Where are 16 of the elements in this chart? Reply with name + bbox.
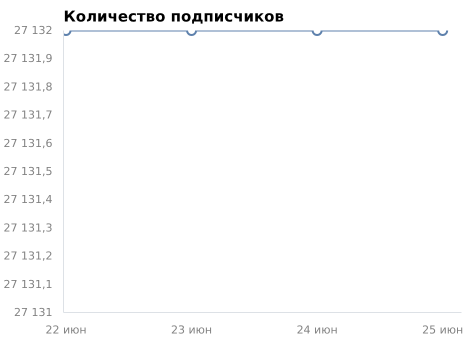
y-tick-label: 27 131	[14, 306, 53, 319]
y-tick-label: 27 131,9	[4, 52, 52, 66]
y-tick-label: 27 131,5	[4, 165, 52, 178]
x-tick-label: 24 июн	[296, 324, 338, 336]
y-tick-label: 27 131,3	[4, 221, 52, 234]
chart-title: Количество подписчиков	[64, 8, 284, 26]
y-tick-label: 27 131,1	[4, 278, 52, 291]
y-tick-label: 27 131,6	[4, 136, 52, 150]
x-tick-label: 22 июн	[45, 324, 87, 336]
x-tick-label: 23 июн	[171, 324, 212, 336]
y-tick-label: 27 132	[14, 24, 53, 37]
y-tick-label: 27 131,2	[4, 250, 52, 263]
x-tick-label: 25 июн	[422, 324, 464, 336]
y-tick-label: 27 131,4	[4, 193, 52, 206]
y-tick-label: 27 131,7	[4, 108, 52, 122]
y-tick-label: 27 131,8	[4, 80, 52, 94]
